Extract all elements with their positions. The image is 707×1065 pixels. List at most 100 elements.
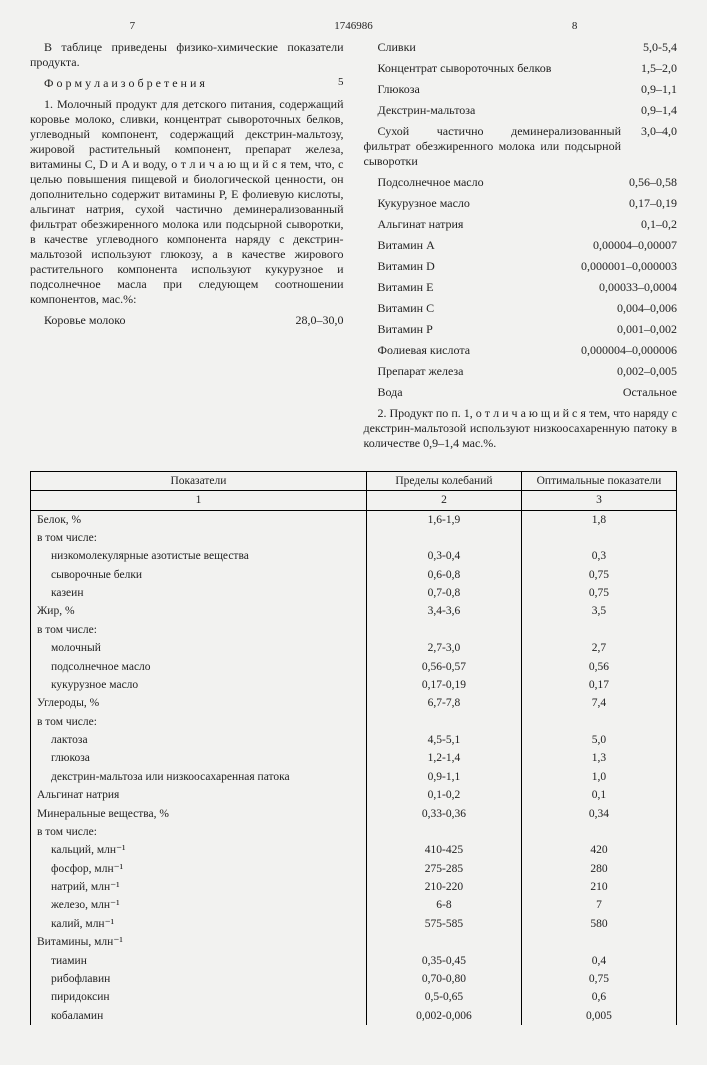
ingredient-value: 0,9–1,1 xyxy=(627,82,677,97)
cell-optimal: 1,0 xyxy=(521,768,676,786)
cell-range xyxy=(366,713,521,731)
cell-range: 0,002-0,006 xyxy=(366,1007,521,1025)
cell-range: 1,2-1,4 xyxy=(366,749,521,767)
table-row: кобаламин0,002-0,0060,005 xyxy=(31,1007,677,1025)
cell-indicator: лактоза xyxy=(31,731,367,749)
cell-optimal: 0,6 xyxy=(521,988,676,1006)
ingredient-row: Глюкоза0,9–1,1 xyxy=(364,82,678,97)
table-row: в том числе: xyxy=(31,529,677,547)
cell-indicator: Жир, % xyxy=(31,602,367,620)
cell-indicator: Белок, % xyxy=(31,510,367,529)
cell-indicator: сыворочные белки xyxy=(31,566,367,584)
table-row: подсолнечное масло0,56-0,570,56 xyxy=(31,658,677,676)
table-row: в том числе: xyxy=(31,713,677,731)
ingredient-label: Витамин E xyxy=(364,280,586,295)
cell-indicator: Альгинат натрия xyxy=(31,786,367,804)
ingredient-label: Витамин D xyxy=(364,259,568,274)
table-row: в том числе: xyxy=(31,621,677,639)
table-row: Жир, %3,4-3,63,5 xyxy=(31,602,677,620)
cell-optimal: 0,1 xyxy=(521,786,676,804)
ingredient-value: 3,0–4,0 xyxy=(627,124,677,169)
cell-indicator: молочный xyxy=(31,639,367,657)
ingredient-row: Витамин P0,001–0,002 xyxy=(364,322,678,337)
cell-indicator: кобаламин xyxy=(31,1007,367,1025)
ingredient-row: Сухой частично деминерализованный фильтр… xyxy=(364,124,678,169)
cell-indicator: тиамин xyxy=(31,952,367,970)
table-row: декстрин-мальтоза или низкоосахаренная п… xyxy=(31,768,677,786)
cell-indicator: казеин xyxy=(31,584,367,602)
colnum-1: 1 xyxy=(31,491,367,510)
table-row: молочный2,7-3,02,7 xyxy=(31,639,677,657)
table-row: Альгинат натрия0,1-0,20,1 xyxy=(31,786,677,804)
cell-range: 2,7-3,0 xyxy=(366,639,521,657)
ingredient-value: 28,0–30,0 xyxy=(282,313,344,328)
page-numbers: 7 1746986 8 xyxy=(30,20,677,34)
ingredient-label: Витамин C xyxy=(364,301,604,316)
cell-optimal: 0,005 xyxy=(521,1007,676,1025)
table-header-row: Показатели Пределы колебаний Оптимальные… xyxy=(31,471,677,490)
cell-optimal xyxy=(521,823,676,841)
cell-indicator: натрий, млн⁻¹ xyxy=(31,878,367,896)
cell-range: 410-425 xyxy=(366,841,521,859)
cell-optimal: 1,8 xyxy=(521,510,676,529)
table-row: железо, млн⁻¹6-87 xyxy=(31,896,677,914)
cell-indicator: в том числе: xyxy=(31,529,367,547)
formula-title: Ф о р м у л а и з о б р е т е н и я 5 xyxy=(30,76,344,91)
ingredient-label: Сливки xyxy=(364,40,630,55)
properties-table: Показатели Пределы колебаний Оптимальные… xyxy=(30,471,677,1025)
table-row: сыворочные белки0,6-0,80,75 xyxy=(31,566,677,584)
cell-range: 0,17-0,19 xyxy=(366,676,521,694)
col-header-1: Показатели xyxy=(31,471,367,490)
cell-indicator: пиридоксин xyxy=(31,988,367,1006)
cell-optimal xyxy=(521,713,676,731)
right-column: Сливки5,0-5,4Концентрат сывороточных бел… xyxy=(364,40,678,457)
cell-optimal: 0,75 xyxy=(521,970,676,988)
table-row: Белок, %1,6-1,91,8 xyxy=(31,510,677,529)
table-row: Углероды, %6,7-7,87,4 xyxy=(31,694,677,712)
claim-2-text: 2. Продукт по п. 1, о т л и ч а ю щ и й … xyxy=(364,406,678,451)
table-row: низкомолекулярные азотистые вещества0,3-… xyxy=(31,547,677,565)
table-body: Белок, %1,6-1,91,8в том числе:низкомолек… xyxy=(31,510,677,1025)
claim-1-body: 1. Молочный продукт для детского питания… xyxy=(30,97,344,306)
cell-optimal: 7,4 xyxy=(521,694,676,712)
cell-indicator: Витамины, млн⁻¹ xyxy=(31,933,367,951)
ingredient-row: Концентрат сывороточных белков1,5–2,0 xyxy=(364,61,678,76)
ingredient-row: Кукурузное масло0,17–0,19 xyxy=(364,196,678,211)
table-numrow: 1 2 3 xyxy=(31,491,677,510)
cell-range: 0,33-0,36 xyxy=(366,805,521,823)
cell-range: 210-220 xyxy=(366,878,521,896)
ingredient-label: Фолиевая кислота xyxy=(364,343,568,358)
ingredient-value: 0,56–0,58 xyxy=(615,175,677,190)
cell-range: 0,5-0,65 xyxy=(366,988,521,1006)
cell-optimal xyxy=(521,621,676,639)
ingredient-row: Подсолнечное масло0,56–0,58 xyxy=(364,175,678,190)
ingredient-label: Вода xyxy=(364,385,609,400)
cell-indicator: низкомолекулярные азотистые вещества xyxy=(31,547,367,565)
cell-optimal: 0,75 xyxy=(521,566,676,584)
table-row: тиамин0,35-0,450,4 xyxy=(31,952,677,970)
cell-indicator: глюкоза xyxy=(31,749,367,767)
cell-optimal: 0,17 xyxy=(521,676,676,694)
formula-title-text: Ф о р м у л а и з о б р е т е н и я xyxy=(44,76,205,90)
colnum-3: 3 xyxy=(521,491,676,510)
ingredient-value: 0,002–0,005 xyxy=(603,364,677,379)
cell-range: 0,3-0,4 xyxy=(366,547,521,565)
cell-range: 0,56-0,57 xyxy=(366,658,521,676)
ingredient-value: 0,17–0,19 xyxy=(615,196,677,211)
cell-optimal: 5,0 xyxy=(521,731,676,749)
ingredient-label: Препарат железа xyxy=(364,364,604,379)
cell-optimal xyxy=(521,933,676,951)
cell-optimal: 0,34 xyxy=(521,805,676,823)
ingredient-label: Подсолнечное масло xyxy=(364,175,616,190)
cell-range: 6-8 xyxy=(366,896,521,914)
cell-optimal: 0,75 xyxy=(521,584,676,602)
ingredient-row: Препарат железа0,002–0,005 xyxy=(364,364,678,379)
table-row: пиридоксин0,5-0,650,6 xyxy=(31,988,677,1006)
cell-range: 1,6-1,9 xyxy=(366,510,521,529)
colnum-2: 2 xyxy=(366,491,521,510)
cell-optimal: 0,3 xyxy=(521,547,676,565)
cell-range xyxy=(366,529,521,547)
table-row: натрий, млн⁻¹210-220210 xyxy=(31,878,677,896)
table-row: калий, млн⁻¹575-585580 xyxy=(31,915,677,933)
cell-optimal xyxy=(521,529,676,547)
